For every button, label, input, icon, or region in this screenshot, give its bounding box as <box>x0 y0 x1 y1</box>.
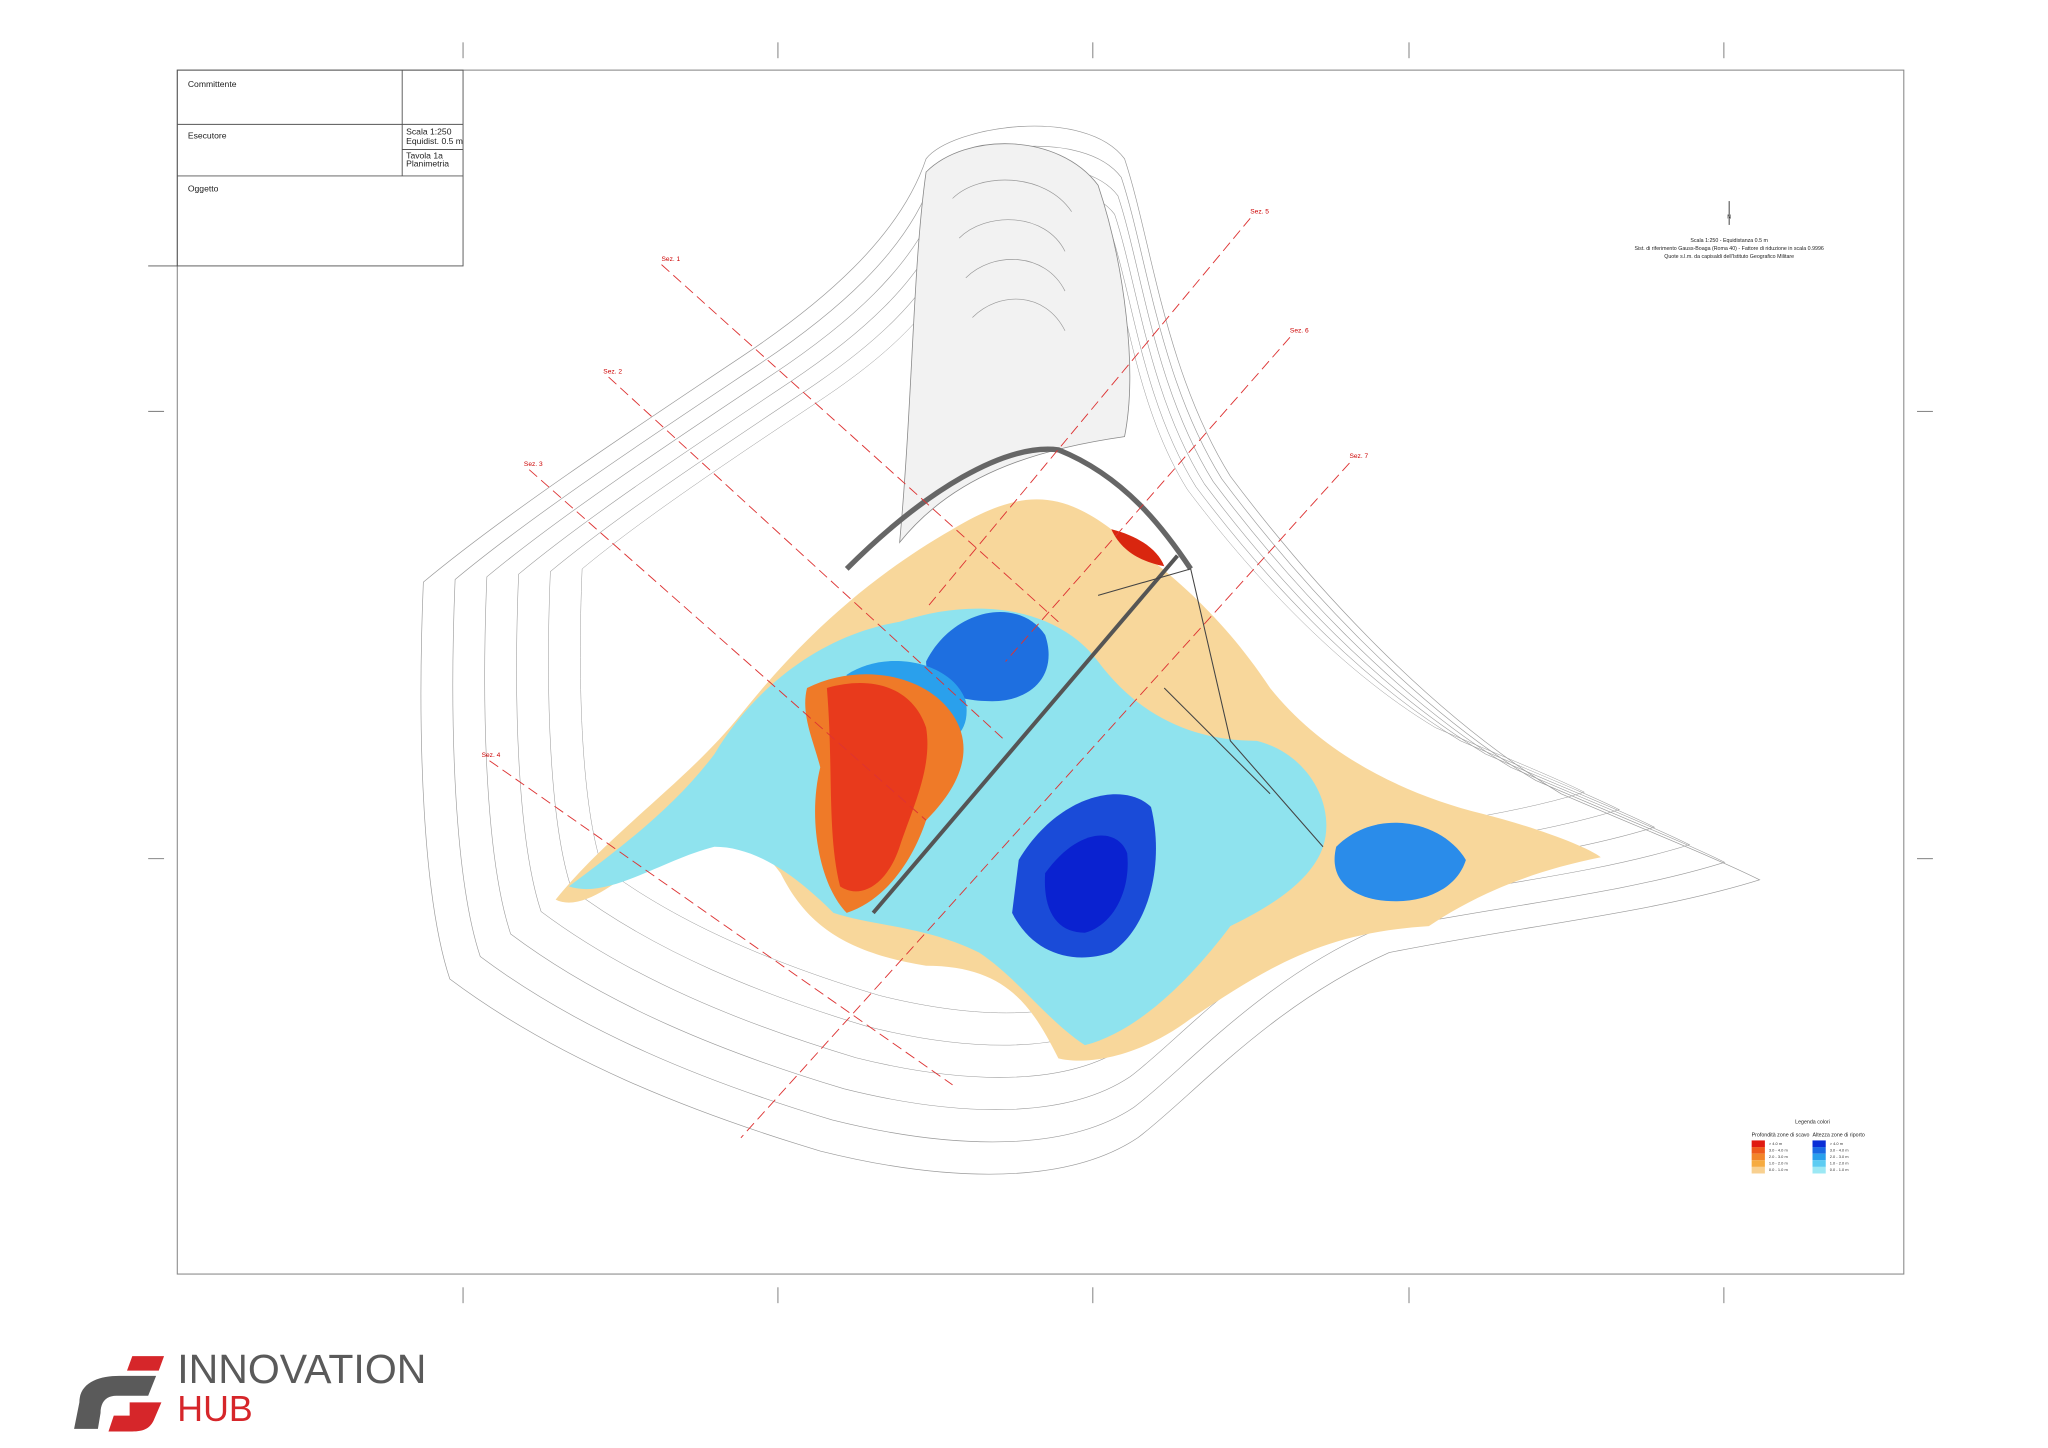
legend-cut-title: Profondità zone di scavo <box>1752 1133 1810 1139</box>
legend-title: Legenda colori <box>1795 1119 1830 1125</box>
sheet: Tavola 1a <box>406 150 443 160</box>
contour-interval: Equidist. 0.5 m <box>406 136 463 146</box>
scale: Scala 1:250 <box>406 127 452 137</box>
section-label: Sez. 6 <box>1290 328 1309 335</box>
title-block <box>148 69 464 267</box>
note: Quote s.l.m. da capisaldi dell'Istituto … <box>1664 254 1794 260</box>
section-label: Sez. 1 <box>662 256 681 263</box>
contractor-label: Esecutore <box>188 131 227 141</box>
section-label: Sez. 4 <box>482 752 501 759</box>
legend-item: 0.0 - 1.0 m <box>1769 1167 1789 1172</box>
client-label: Committente <box>188 79 237 89</box>
logo-line2: HUB <box>177 1389 252 1429</box>
legend-item: > 4.0 m <box>1769 1141 1783 1146</box>
legend-item: 3.0 - 4.0 m <box>1830 1147 1850 1152</box>
cut-fill-map <box>555 499 1601 1061</box>
legend-item: 3.0 - 4.0 m <box>1769 1147 1789 1152</box>
subject-label: Oggetto <box>188 183 219 193</box>
section-label: Sez. 7 <box>1349 453 1368 460</box>
frame <box>176 69 1905 1275</box>
section-label: Sez. 5 <box>1250 208 1269 215</box>
note: Sist. di riferimento Gauss-Boaga (Roma 4… <box>1634 246 1823 252</box>
contours <box>420 125 1761 1175</box>
section-label: Sez. 3 <box>524 461 543 468</box>
drawing: Committente Esecutore Scala 1:250 Equidi… <box>74 42 1933 1432</box>
legend: Legenda colori Profondità zone di scavo … <box>1751 1119 1865 1174</box>
legend-item: 1.0 - 2.0 m <box>1769 1161 1789 1166</box>
section-label: Sez. 2 <box>603 369 622 376</box>
legend-item: 2.0 - 3.0 m <box>1830 1154 1850 1159</box>
section-lines <box>489 217 1350 1139</box>
legend-item: 2.0 - 3.0 m <box>1769 1154 1789 1159</box>
logo: INNOVATION HUB <box>74 1346 426 1432</box>
frame-ticks <box>148 42 1933 1304</box>
legend-item: 0.0 - 1.0 m <box>1830 1167 1850 1172</box>
sheet-title: Planimetria <box>406 158 449 168</box>
legend-item: > 4.0 m <box>1830 1141 1844 1146</box>
logo-line1: INNOVATION <box>177 1346 426 1392</box>
legend-item: 1.0 - 2.0 m <box>1830 1161 1850 1166</box>
legend-fill-title: Altezza zone di riporto <box>1813 1133 1865 1139</box>
north-label: N <box>1727 214 1731 220</box>
note: Scala 1:250 - Equidistanza 0.5 m <box>1690 238 1768 244</box>
